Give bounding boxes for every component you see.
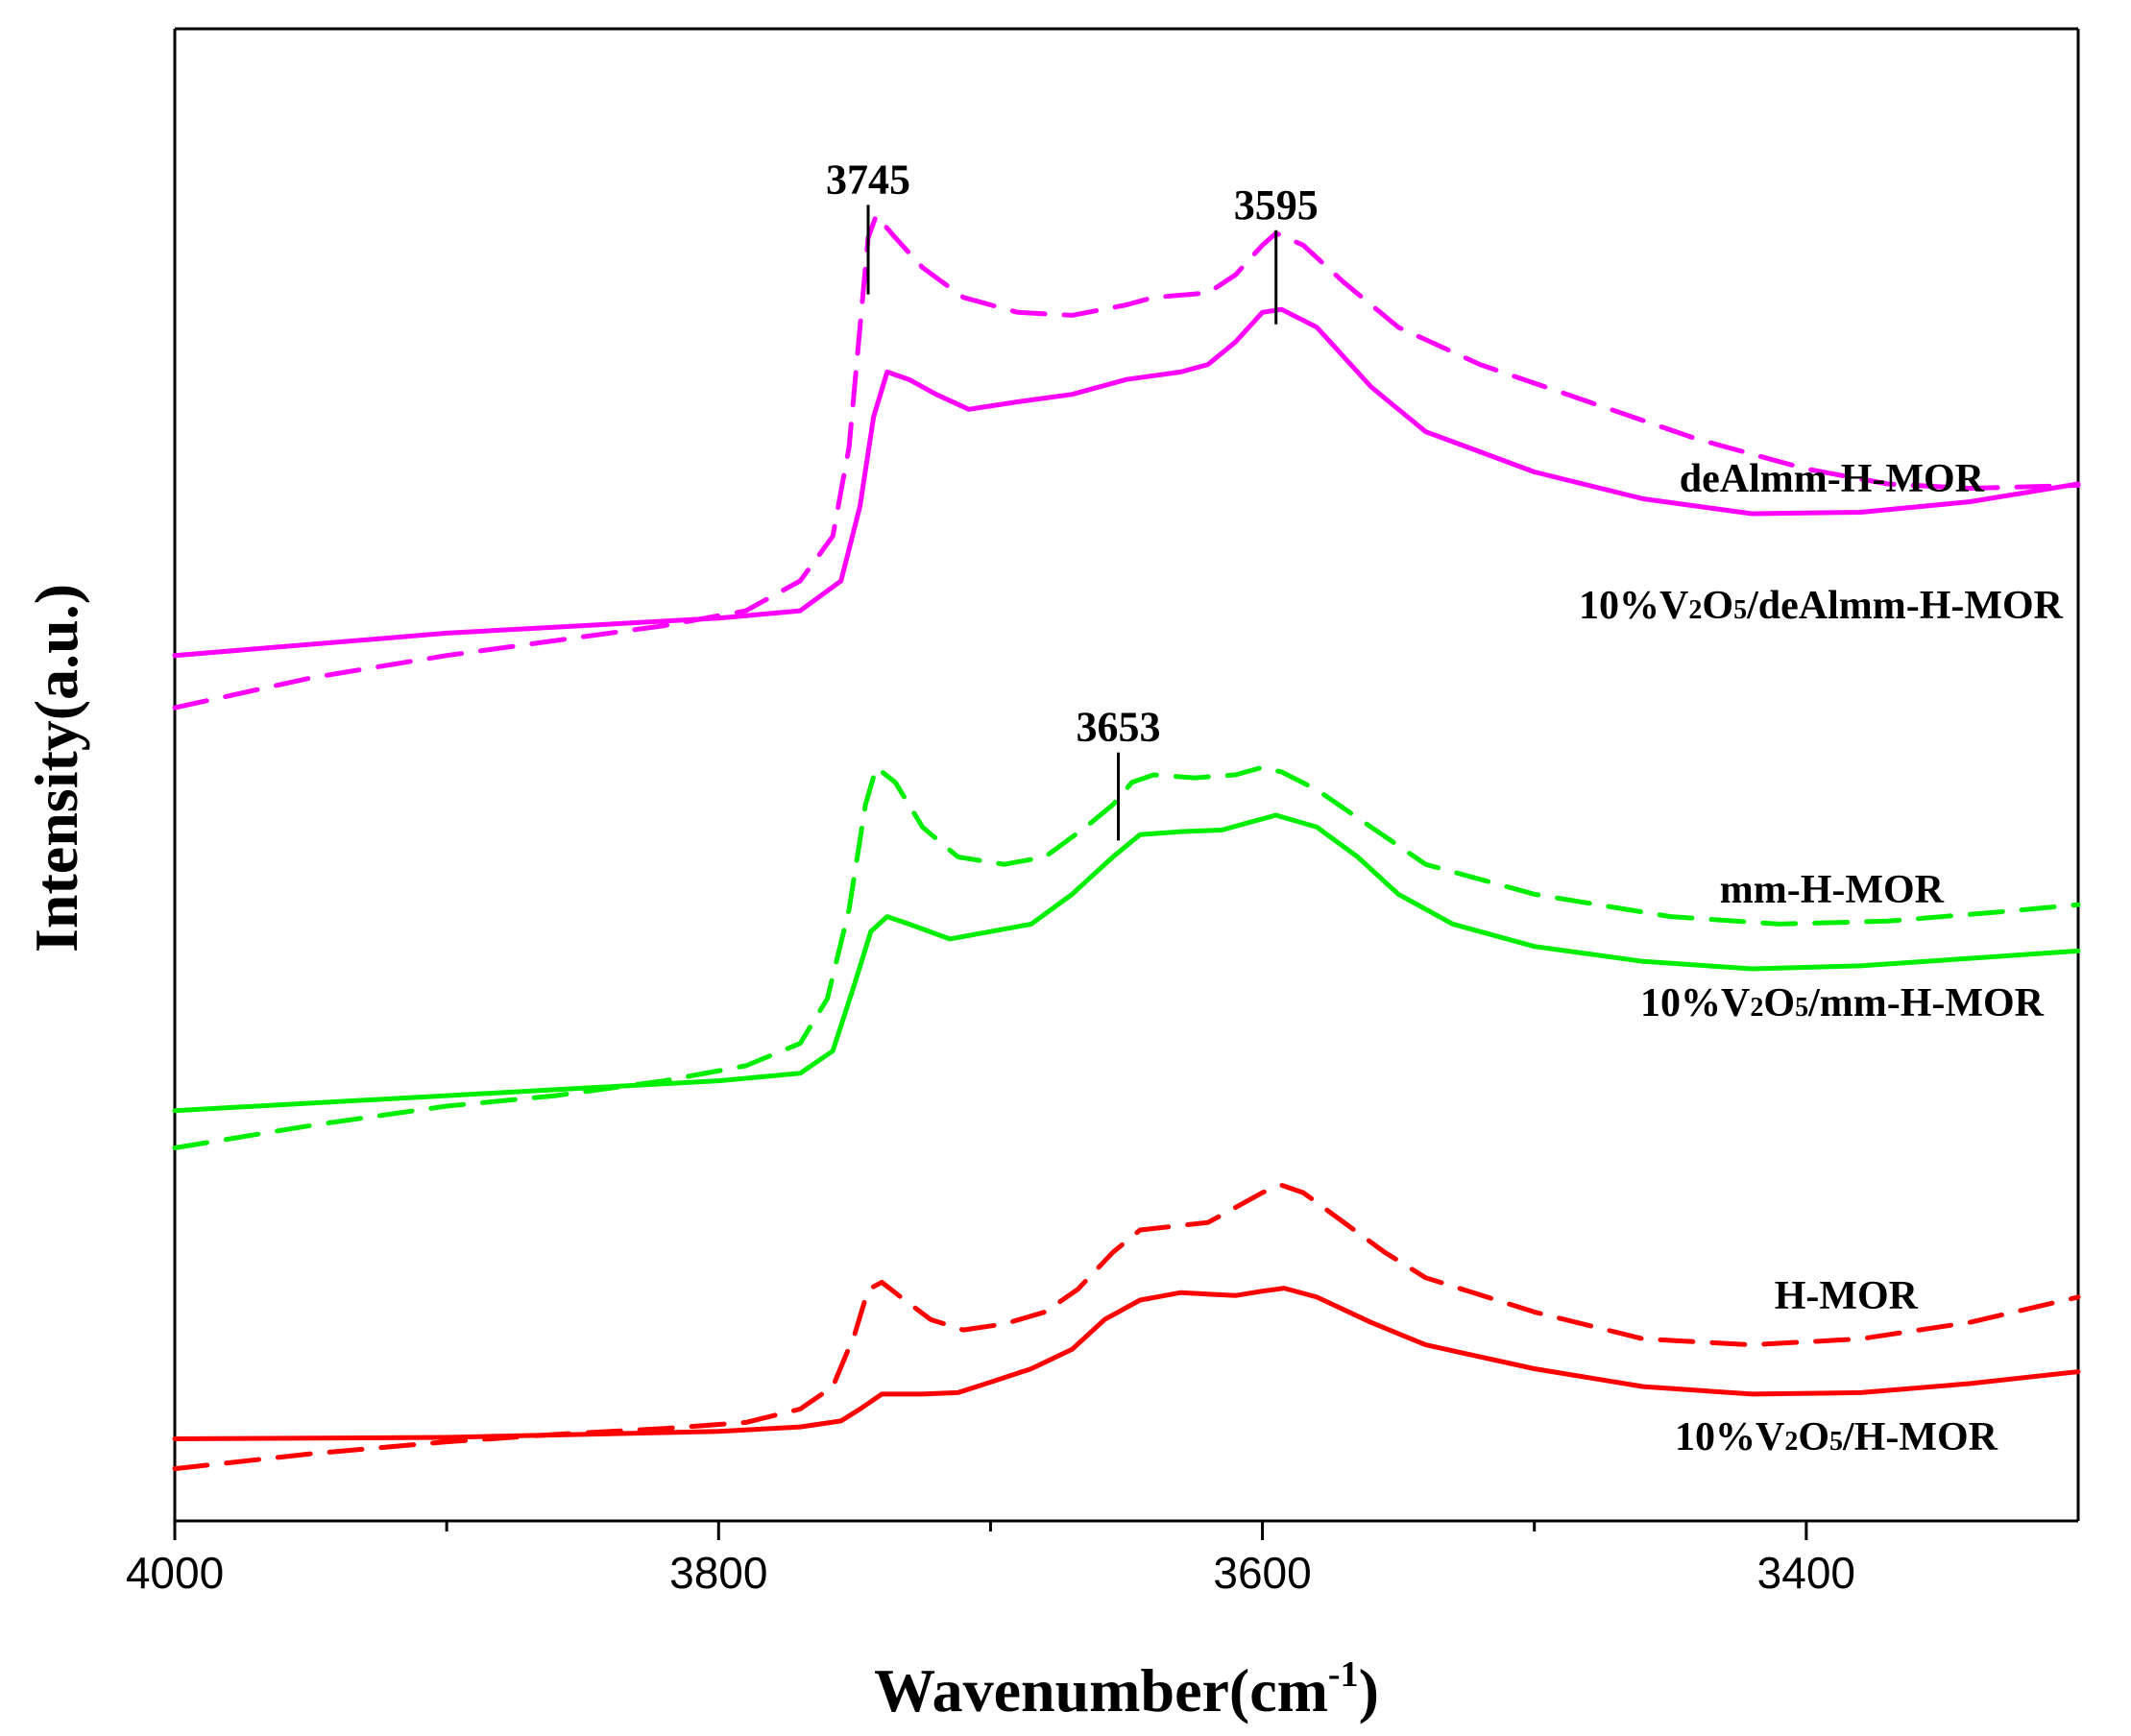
y-axis-title: Intensity(a.u.) xyxy=(22,584,90,952)
legend: deAlmm-H-MOR 10%V2O5/deAlmm-H-MOR mm-H-M… xyxy=(1579,457,2064,1459)
series-group xyxy=(172,212,2081,1472)
series-line-dealmm-h-mor xyxy=(172,306,2081,659)
x-axis-tick-labels: 4000 3800 3600 3400 xyxy=(126,1548,1855,1598)
legend-label-v2o5-H-MOR: 10%V2O5/H-MOR xyxy=(1675,1415,1998,1459)
x-axis-ticks xyxy=(173,1521,1808,1540)
peak-label-3653: 3653 xyxy=(1077,704,1161,751)
legend-label-v2o5-mm-H-MOR: 10%V2O5/mm-H-MOR xyxy=(1640,981,2045,1025)
x-axis-title: Wavenumber(cm-1) xyxy=(874,1654,1379,1724)
legend-label-H-MOR: H-MOR xyxy=(1775,1274,1919,1318)
series-line-10-v2o5-dealmm-h-mor xyxy=(172,212,2081,711)
legend-label-mm-H-MOR: mm-H-MOR xyxy=(1720,868,1945,912)
series-line-10-v2o5-mm-h-mor xyxy=(172,764,2081,1150)
x-tick-label-3600: 3600 xyxy=(1213,1548,1311,1598)
series-line-10-v2o5-h-mor xyxy=(172,1182,2081,1472)
series-line-h-mor xyxy=(172,1286,2081,1441)
legend-label-deAlmm-H-MOR: deAlmm-H-MOR xyxy=(1680,457,1985,501)
x-tick-label-4000: 4000 xyxy=(126,1548,224,1598)
x-tick-label-3400: 3400 xyxy=(1757,1548,1855,1598)
series-line-mm-h-mor xyxy=(172,812,2081,1114)
peak-annotations: 3745 3595 3653 xyxy=(826,156,1319,841)
x-tick-label-3800: 3800 xyxy=(669,1548,767,1598)
plot-frame xyxy=(173,27,2080,1523)
peak-label-3745: 3745 xyxy=(826,156,910,203)
peak-label-3595: 3595 xyxy=(1234,181,1319,229)
legend-label-v2o5-deAlmm-H-MOR: 10%V2O5/deAlmm-H-MOR xyxy=(1579,584,2064,628)
